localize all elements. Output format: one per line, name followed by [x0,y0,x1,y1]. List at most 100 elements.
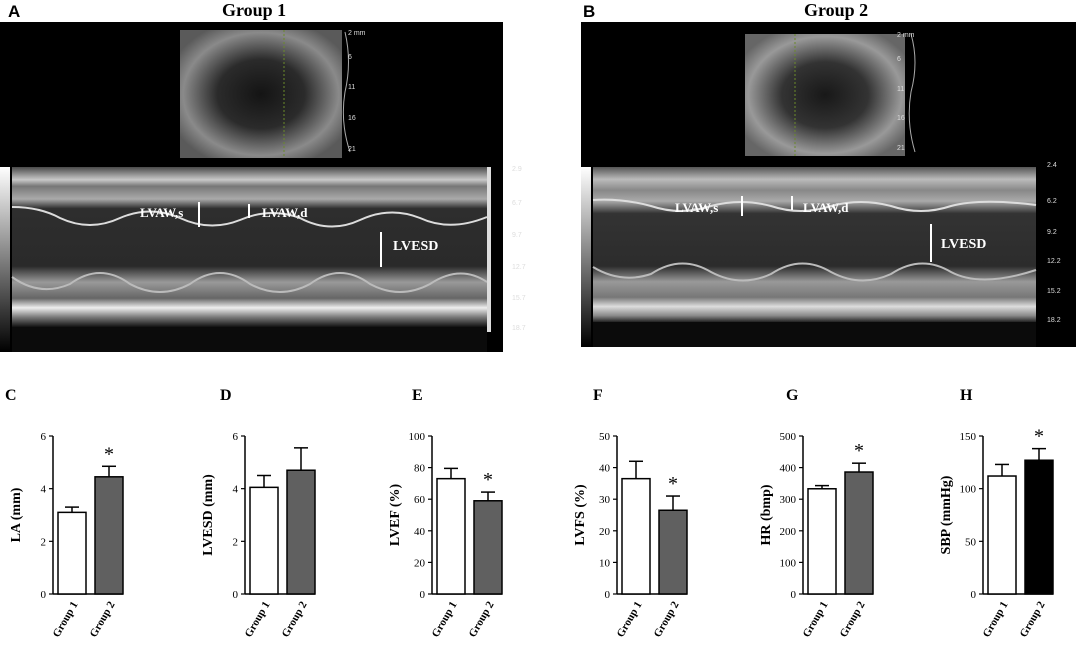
significance-f: * [668,473,678,495]
label-lvawd-a: LVAW,d [262,205,308,220]
y-tick-label-c: 0 [41,589,47,601]
x-tick-label-e-2: Group 2 [467,599,497,639]
y-label-e: LVEF (%) [388,483,403,546]
significance-e: * [483,469,493,491]
y-tick-label-g: 400 [780,463,797,475]
scale-top-b-3: 16 [897,115,905,122]
marker-lvaws-b [741,196,743,216]
y-tick-label-f: 10 [599,557,611,569]
scale-top-a-1: 6 [348,54,352,61]
echo-a-graphic [0,30,491,352]
y-label-h: SBP (mmHg) [939,475,954,554]
bar-g-2 [844,471,874,595]
scale-top-b-0: 2 mm [897,32,915,39]
y-tick-label-e: 40 [414,526,426,538]
y-tick-label-h: 0 [971,589,977,601]
y-tick-label-d: 0 [233,589,239,601]
scale-main-b-1: 6.2 [1047,198,1057,205]
bar-h-1 [987,475,1017,595]
y-label-c: LA (mm) [9,487,24,542]
chart-e: E 0 20 40 60 80 100 LVEF (%) Group 1 Group 2 * [388,387,503,640]
y-label-d: LVESD (mm) [201,474,216,556]
x-tick-label-d-2: Group 2 [280,599,310,639]
y-tick-label-g: 200 [780,526,797,538]
chart-f: F 0 10 20 30 40 50 LVFS (%) Group 1 Group 2 * [573,387,688,639]
chart-g: G 0 100 200 300 400 500 HR (bmp) Group 1 Group 2 * [759,387,874,640]
bar-e-1 [436,477,466,595]
x-tick-label-g-2: Group 2 [838,599,868,639]
y-tick-label-d: 6 [233,431,239,443]
scale-top-a-0: 2 mm [348,30,366,37]
bar-c-1 [57,511,87,595]
y-label-f: LVFS (%) [573,484,588,546]
x-tick-label-h-2: Group 2 [1018,599,1048,639]
y-tick-label-f: 50 [599,431,611,443]
echo-a-title: Group 1 [222,0,287,20]
y-tick-label-g: 500 [780,431,797,443]
y-tick-label-f: 20 [599,526,611,538]
y-tick-label-c: 4 [41,484,47,496]
marker-lvaws-a [198,202,200,227]
x-tick-label-d-1: Group 1 [243,600,273,640]
panel-letter-d: D [220,387,232,404]
panel-letter-a: A [8,2,21,21]
bar-f-2 [658,509,688,595]
bar-c-2 [94,476,124,595]
y-tick-label-g: 100 [780,557,797,569]
echo-image-b: LVAW,s LVAW,d LVESD 2 mm 6 11 16 21 2.4 … [581,22,1076,347]
x-tick-label-e-1: Group 1 [430,600,460,640]
x-tick-label-f-2: Group 2 [652,599,682,639]
y-tick-label-g: 300 [780,494,797,506]
echo-b-title: Group 2 [804,0,869,20]
x-tick-label-h-1: Group 1 [981,600,1011,640]
scale-main-a-3: 12.7 [512,264,526,271]
scale-main-b-2: 9.2 [1047,229,1057,236]
chart-h: H 0 50 100 150 SBP (mmHg) Group 1 Group 2 * [939,387,1054,640]
x-tick-label-c-2: Group 2 [88,599,118,639]
y-tick-label-e: 100 [409,431,426,443]
bar-d-2 [286,469,316,595]
label-lvawd-b: LVAW,d [803,200,849,215]
significance-h: * [1034,426,1044,448]
scale-main-b-3: 12.2 [1047,258,1061,265]
x-tick-label-g-1: Group 1 [801,600,831,640]
scale-main-b-0: 2.4 [1047,162,1057,169]
scale-main-a-2: 9.7 [512,232,522,239]
significance-g: * [854,440,864,462]
y-tick-label-e: 60 [414,494,426,506]
panel-letter-h: H [960,387,973,404]
echo-image-a: LVAW,s LVAW,d LVESD 2 mm 6 11 16 21 2.9 … [0,22,526,352]
scale-main-a-4: 15.7 [512,295,526,302]
panel-letter-e: E [412,387,423,404]
y-tick-label-c: 2 [41,536,47,548]
scale-top-a-3: 16 [348,115,356,122]
scale-main-a-5: 18.7 [512,325,526,332]
bar-h-2 [1024,459,1054,595]
bar-g-1 [807,488,837,595]
y-tick-label-e: 80 [414,463,426,475]
label-lvaws-b: LVAW,s [675,200,719,215]
panel-letter-f: F [593,387,603,404]
y-tick-label-h: 50 [965,536,977,548]
chart-c: C 0 2 4 6 LA (mm) Group 1 Group 2 * [5,387,124,640]
bar-e-2 [473,500,503,595]
y-tick-label-d: 2 [233,536,239,548]
significance-c: * [104,443,114,465]
scale-top-b-2: 11 [897,86,905,93]
x-tick-label-c-1: Group 1 [51,600,81,640]
y-tick-label-d: 4 [233,484,239,496]
echo-b-graphic [581,33,1037,347]
marker-lvesd-a [380,232,382,267]
panel-letter-b: B [583,2,596,21]
y-tick-label-c: 6 [41,431,47,443]
y-tick-label-f: 0 [605,589,611,601]
y-tick-label-f: 40 [599,463,611,475]
marker-lvesd-b [930,224,932,262]
scale-top-a-4: 21 [348,146,356,153]
y-tick-label-h: 150 [960,431,977,443]
y-tick-label-g: 0 [791,589,797,601]
scale-main-b-5: 18.2 [1047,317,1061,324]
scale-top-b-1: 6 [897,56,901,63]
chart-d: D 0 2 4 6 LVESD (mm) Group 1 Group 2 [201,387,316,640]
label-lvesd-b: LVESD [941,237,987,252]
